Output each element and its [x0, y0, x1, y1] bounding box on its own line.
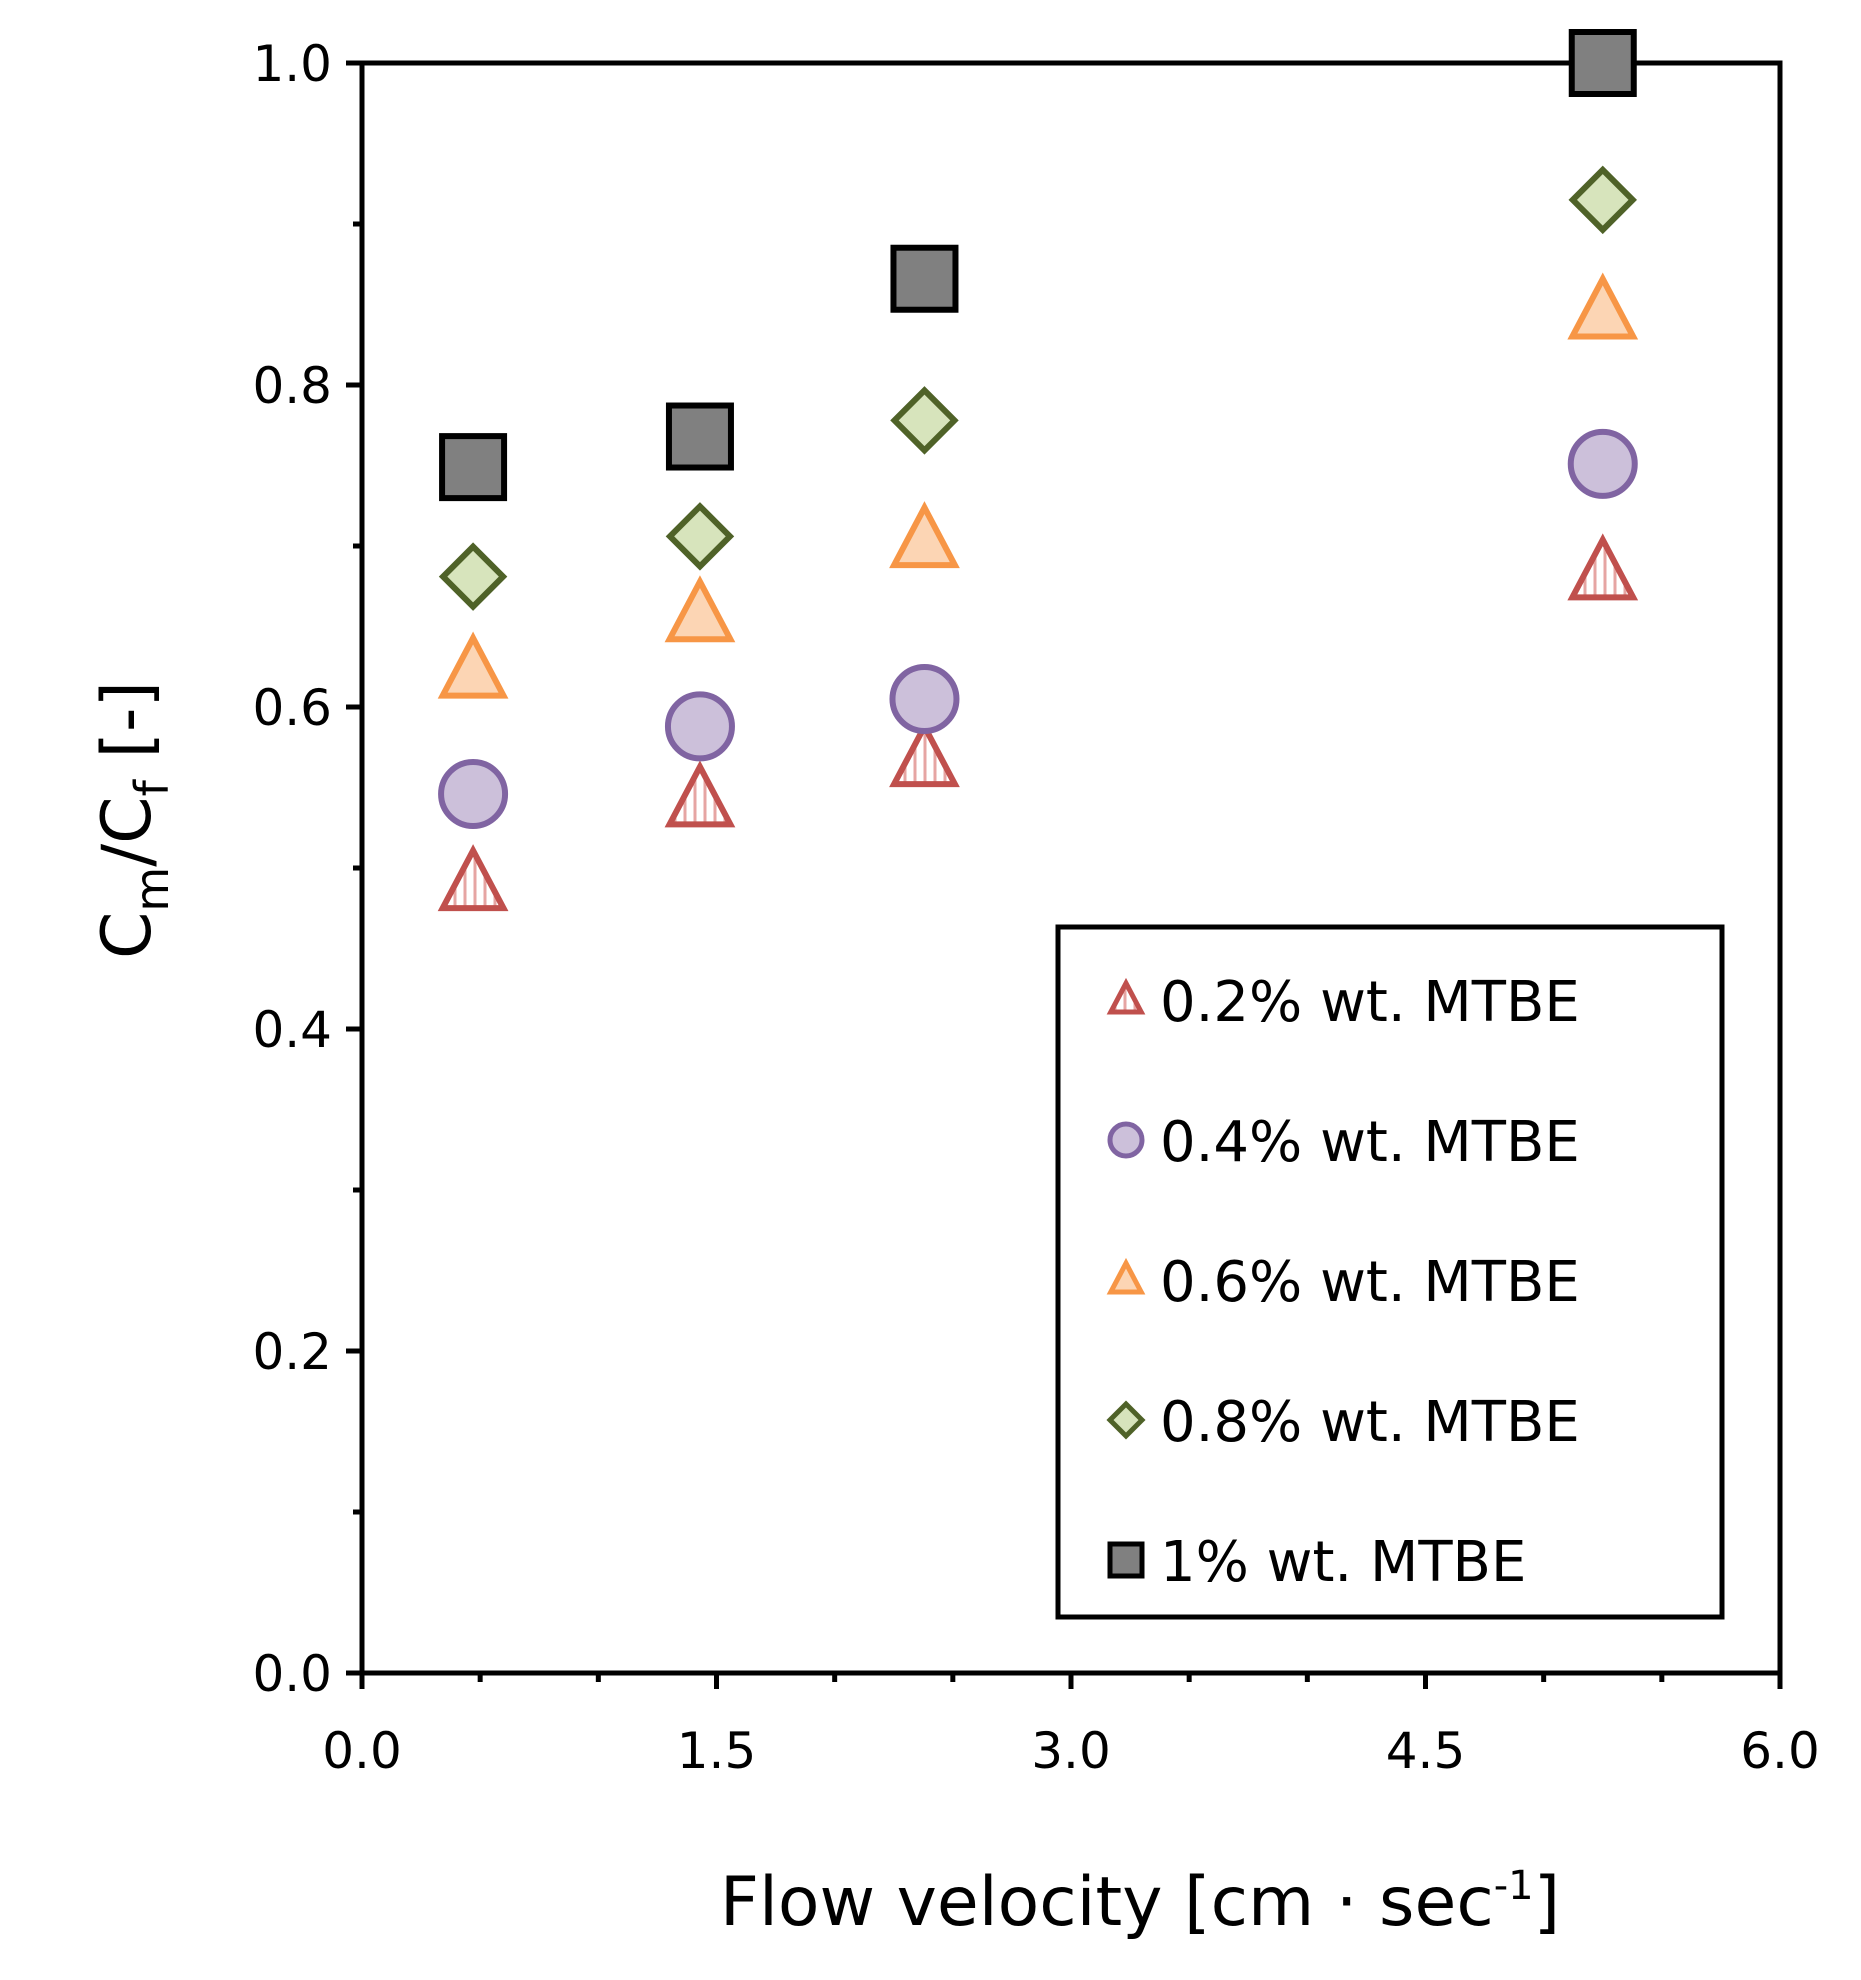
legend-marker [1107, 1121, 1145, 1159]
legend-item: 0.4% wt. MTBE [1107, 1110, 1580, 1175]
data-points [437, 29, 1639, 912]
data-point [889, 501, 960, 569]
data-point [890, 244, 959, 313]
data-point [1568, 165, 1637, 235]
legend-label: 0.4% wt. MTBE [1160, 1110, 1580, 1175]
y-tick-label: 1.0 [252, 35, 332, 93]
data-point [1567, 428, 1638, 499]
legend-item: 0.6% wt. MTBE [1106, 1250, 1580, 1315]
data-point [890, 386, 959, 455]
legend-marker [1106, 977, 1146, 1015]
y-tick-label: 0.2 [252, 1323, 332, 1381]
data-point [437, 844, 509, 912]
legend-label: 0.2% wt. MTBE [1160, 970, 1580, 1035]
x-tick-label: 4.5 [1386, 1722, 1466, 1780]
series-0-8-wt-mtbe [438, 165, 1637, 611]
series-0-4-wt-mtbe [438, 428, 1638, 829]
legend-marker [1106, 1400, 1146, 1440]
legend-marker [1106, 1257, 1146, 1295]
series-0-6-wt-mtbe [437, 272, 1639, 699]
data-point [664, 575, 736, 643]
data-point [438, 758, 509, 829]
data-point [437, 631, 509, 699]
legend-item: 1% wt. MTBE [1107, 1530, 1526, 1595]
y-tick-label: 0.0 [252, 1645, 332, 1703]
data-point [1568, 29, 1637, 97]
legend-box [1055, 924, 1725, 1620]
series-0-2-wt-mtbe [437, 533, 1639, 912]
legend-label: 1% wt. MTBE [1160, 1530, 1526, 1595]
legend-label: 0.8% wt. MTBE [1160, 1390, 1580, 1455]
data-point [664, 691, 735, 762]
data-point [665, 502, 735, 571]
y-tick-label: 0.8 [252, 357, 332, 415]
x-axis-title: Flow velocity [cm · sec-1] [720, 1863, 1560, 1942]
data-point [1567, 272, 1639, 340]
axis-titles: Flow velocity [cm · sec-1] Cm/Cf [-] [88, 681, 1560, 1942]
legend: 0.2% wt. MTBE 0.4% wt. MTBE 0.6% wt. MTBE 0… [1055, 924, 1725, 1620]
data-point [889, 663, 960, 734]
axes: 0.0 0.2 0.4 0.6 0.8 1.0 0.0 1.5 3.0 4.5 6.0 [252, 35, 1819, 1780]
y-tick-label: 0.4 [252, 1001, 332, 1059]
data-point [665, 402, 734, 471]
legend-item: 0.2% wt. MTBE [1106, 970, 1580, 1035]
y-tick-label: 0.6 [252, 679, 332, 737]
x-tick-label: 1.5 [677, 1722, 757, 1780]
x-tick-label: 6.0 [1740, 1722, 1820, 1780]
y-axis-title: Cm/Cf [-] [88, 681, 179, 959]
series-1-wt-mtbe [439, 29, 1637, 502]
legend-marker [1107, 1541, 1145, 1579]
x-tick-label: 3.0 [1031, 1722, 1111, 1780]
data-point [664, 760, 736, 828]
x-tick-label: 0.0 [322, 1722, 402, 1780]
legend-label: 0.6% wt. MTBE [1160, 1250, 1580, 1315]
data-point [438, 542, 508, 611]
data-point [889, 720, 960, 788]
data-point [1567, 533, 1639, 601]
legend-item: 0.8% wt. MTBE [1106, 1390, 1580, 1455]
data-point [439, 433, 508, 502]
